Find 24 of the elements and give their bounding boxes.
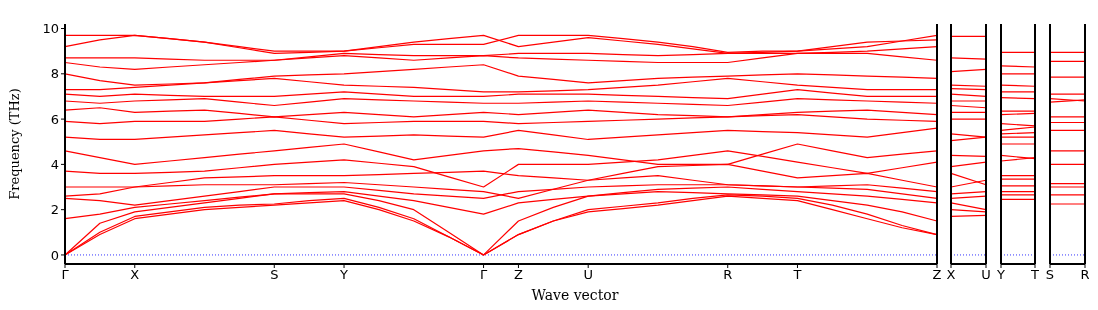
x-tick-label: T xyxy=(1030,267,1040,283)
x-tick-label: S xyxy=(1045,267,1055,283)
y-tick-label: 2 xyxy=(50,202,59,218)
y-tick-label: 8 xyxy=(50,66,59,82)
x-tick-label: X xyxy=(130,267,140,283)
y-tick-label: 0 xyxy=(50,247,59,263)
x-tick-label: Γ xyxy=(479,267,488,283)
x-tick-label: U xyxy=(583,267,593,283)
x-tick-label: Z xyxy=(513,267,523,283)
x-tick-label: Z xyxy=(932,267,942,283)
x-tick-label: X xyxy=(946,267,956,283)
x-tick-label: Y xyxy=(339,267,349,283)
x-tick-label: S xyxy=(270,267,279,283)
y-tick-label: 4 xyxy=(50,156,59,172)
x-tick-label: R xyxy=(723,267,733,283)
x-tick-label: T xyxy=(792,267,802,283)
y-tick-label: 10 xyxy=(42,21,59,37)
x-axis-title: Wave vector xyxy=(530,287,620,303)
x-tick-label: U xyxy=(981,267,991,283)
x-tick-label: Γ xyxy=(61,267,70,283)
x-tick-label: Y xyxy=(996,267,1006,283)
y-tick-label: 6 xyxy=(50,111,59,127)
y-axis-title: Frequency (THz) xyxy=(6,88,22,200)
x-tick-label: R xyxy=(1080,267,1090,283)
